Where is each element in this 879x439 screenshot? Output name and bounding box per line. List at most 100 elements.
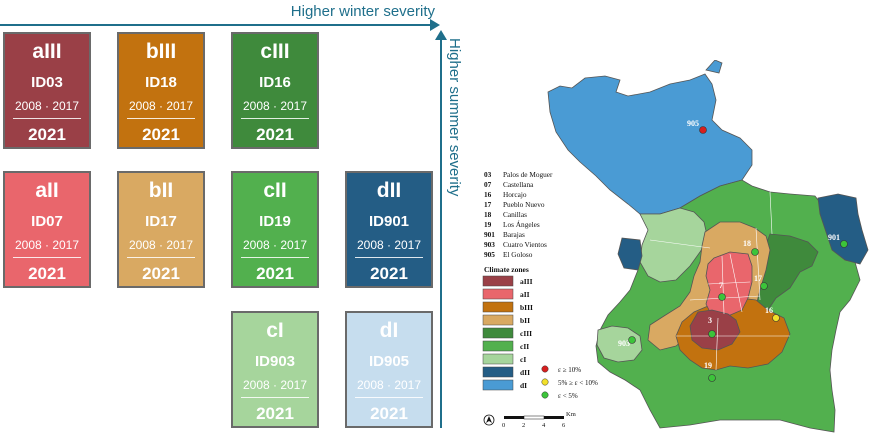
map-zone-cI-sw — [596, 325, 643, 363]
svg-text:cIII: cIII — [520, 329, 532, 338]
winter-axis-label: Higher winter severity — [290, 3, 435, 20]
card-zone-label: cII — [263, 179, 287, 202]
card-divider — [241, 257, 309, 258]
svg-text:bIII: bIII — [520, 303, 533, 312]
card-period: 2008 · 2017 — [242, 238, 308, 252]
zone-card-bII: bII ID17 2008 · 2017 2021 — [117, 171, 205, 288]
zone-card-bIII: bIII ID18 2008 · 2017 2021 — [117, 32, 205, 149]
card-divider — [13, 257, 81, 258]
card-period: 2008 · 2017 — [14, 238, 80, 252]
card-station-id: ID17 — [145, 213, 177, 230]
card-year: 2021 — [142, 125, 180, 144]
card-divider — [13, 118, 81, 119]
map-svg: 905 901 18 17 7 16 3 903 — [547, 59, 869, 433]
card-period: 2008 · 2017 — [14, 99, 80, 113]
card-period: 2008 · 2017 — [242, 378, 308, 392]
svg-text:bII: bII — [520, 316, 530, 325]
map-zone-dII-east — [817, 193, 869, 265]
map-station-903: 903 — [618, 336, 636, 348]
card-year: 2021 — [256, 264, 294, 283]
svg-text:El Goloso: El Goloso — [503, 250, 533, 259]
svg-text:16: 16 — [765, 306, 773, 315]
legend-panel: 03 Palos de Moguer 07 Castellana 16 Horcajo… — [482, 170, 598, 429]
zone-card-dII: dII ID901 2008 · 2017 2021 — [345, 171, 433, 288]
map-station-19: 19 — [704, 361, 716, 382]
svg-text:903: 903 — [618, 339, 630, 348]
svg-text:16: 16 — [484, 190, 492, 199]
climate-zone-map: 905 901 18 17 7 16 3 903 — [470, 59, 879, 434]
card-period: 2008 · 2017 — [356, 378, 422, 392]
summer-axis-label: Higher summer severity — [446, 38, 463, 197]
svg-text:cI: cI — [520, 355, 526, 364]
card-year: 2021 — [28, 264, 66, 283]
map-station-7: 7 — [718, 281, 726, 301]
map-zone-dI-top — [705, 59, 723, 74]
card-divider — [355, 397, 423, 398]
svg-text:901: 901 — [828, 233, 840, 242]
winter-axis-arrow-icon — [430, 19, 440, 31]
map-station-901: 901 — [828, 233, 848, 248]
svg-text:5% ≥ ε < 10%: 5% ≥ ε < 10% — [558, 379, 598, 387]
zone-card-cII: cII ID19 2008 · 2017 2021 — [231, 171, 319, 288]
card-station-id: ID905 — [368, 353, 410, 370]
north-arrow-icon — [483, 414, 495, 426]
card-year: 2021 — [142, 264, 180, 283]
svg-text:aIII: aIII — [520, 277, 533, 286]
svg-text:905: 905 — [687, 119, 699, 128]
svg-text:Horcajo: Horcajo — [503, 190, 527, 199]
svg-text:07: 07 — [484, 180, 492, 189]
card-divider — [241, 118, 309, 119]
svg-text:3: 3 — [708, 316, 712, 325]
svg-text:dI: dI — [520, 381, 527, 390]
svg-text:Km: Km — [566, 411, 576, 418]
svg-text:2: 2 — [522, 422, 525, 429]
scale-bar: 0 2 4 6 Km — [502, 411, 576, 429]
svg-text:Cuatro Vientos: Cuatro Vientos — [503, 240, 547, 249]
map-station-3: 3 — [708, 316, 716, 338]
card-divider — [241, 397, 309, 398]
svg-text:905: 905 — [484, 250, 495, 259]
svg-text:901: 901 — [484, 230, 495, 239]
summer-axis-line — [440, 40, 442, 428]
svg-text:19: 19 — [484, 220, 492, 229]
svg-text:18: 18 — [743, 239, 751, 248]
card-station-id: ID19 — [259, 213, 291, 230]
svg-text:Pueblo Nuevo: Pueblo Nuevo — [503, 200, 545, 209]
svg-text:0: 0 — [502, 422, 505, 429]
svg-text:4: 4 — [542, 422, 546, 429]
zone-card-aIII: aIII ID03 2008 · 2017 2021 — [3, 32, 91, 149]
map-zone-dI — [547, 73, 753, 215]
svg-text:Palos de Moguer: Palos de Moguer — [503, 170, 553, 179]
card-year: 2021 — [370, 404, 408, 423]
card-period: 2008 · 2017 — [128, 99, 194, 113]
svg-text:19: 19 — [704, 361, 712, 370]
svg-text:7: 7 — [719, 281, 723, 290]
svg-text:03: 03 — [484, 170, 492, 179]
card-station-id: ID03 — [31, 74, 63, 91]
card-year: 2021 — [256, 404, 294, 423]
summer-axis-arrow-icon — [435, 30, 447, 40]
card-divider — [355, 257, 423, 258]
map-zone-aIII — [689, 309, 741, 351]
winter-axis-line — [0, 24, 432, 26]
card-zone-label: dI — [379, 319, 399, 342]
card-zone-label: cIII — [260, 40, 290, 63]
map-station-17: 17 — [754, 274, 768, 290]
card-year: 2021 — [256, 125, 294, 144]
svg-text:Los Ángeles: Los Ángeles — [503, 219, 540, 229]
card-station-id: ID16 — [259, 74, 291, 91]
card-zone-label: dII — [376, 179, 402, 202]
card-station-id: ID903 — [254, 353, 296, 370]
card-divider — [127, 118, 195, 119]
card-zone-label: cI — [266, 319, 284, 342]
zone-card-aII: aII ID07 2008 · 2017 2021 — [3, 171, 91, 288]
svg-text:ε ≥ 10%: ε ≥ 10% — [558, 366, 581, 374]
card-zone-label: aII — [35, 179, 59, 202]
card-period: 2008 · 2017 — [128, 238, 194, 252]
svg-text:903: 903 — [484, 240, 495, 249]
legend-zones: aIII aII bIII bII cIII cII cI dII dI — [482, 275, 533, 391]
legend-error-classes: ε ≥ 10% 5% ≥ ε < 10% ε < 5% — [541, 365, 598, 400]
card-period: 2008 · 2017 — [242, 99, 308, 113]
svg-text:aII: aII — [520, 290, 530, 299]
card-zone-label: bIII — [145, 40, 177, 63]
